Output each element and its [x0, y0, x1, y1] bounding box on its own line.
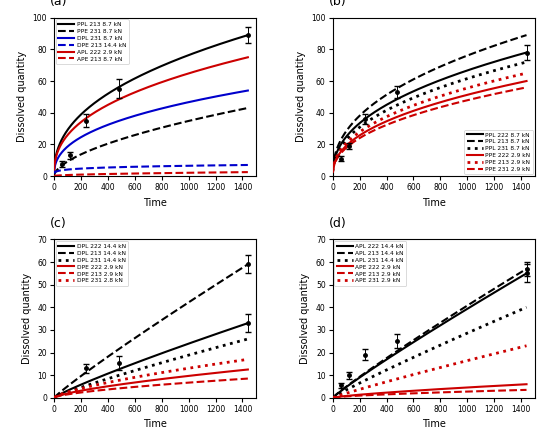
Y-axis label: Dissolved quantity: Dissolved quantity: [22, 273, 32, 364]
Legend: DPL 222 14.4 kN, DPL 213 14.4 kN, DPL 231 14.4 kN, DPE 222 2.9 kN, DPE 213 2.9 k: DPL 222 14.4 kN, DPL 213 14.4 kN, DPL 23…: [56, 241, 128, 286]
Y-axis label: Dissolved quantity: Dissolved quantity: [300, 273, 310, 364]
Legend: APL 222 14.4 kN, APL 213 14.4 kN, APL 231 14.4 kN, APE 222 2.9 kN, APE 213 2.9 k: APL 222 14.4 kN, APL 213 14.4 kN, APL 23…: [334, 241, 407, 286]
Y-axis label: Dissolved quantity: Dissolved quantity: [296, 51, 306, 142]
Y-axis label: Dissolved quantity: Dissolved quantity: [17, 51, 27, 142]
Text: (a): (a): [50, 0, 68, 8]
Text: (d): (d): [329, 217, 346, 230]
Legend: PPL 222 8.7 kN, PPL 213 8.7 kN, PPL 231 8.7 kN, PPE 222 2.9 kN, PPE 213 2.9 kN, : PPL 222 8.7 kN, PPL 213 8.7 kN, PPL 231 …: [464, 130, 533, 174]
Text: (b): (b): [329, 0, 346, 8]
X-axis label: Time: Time: [143, 419, 167, 429]
Text: (c): (c): [50, 217, 67, 230]
X-axis label: Time: Time: [422, 198, 446, 208]
X-axis label: Time: Time: [422, 419, 446, 429]
Legend: PPL 213 8.7 kN, PPE 231 8.7 kN, DPL 231 8.7 kN, DPE 213 14.4 kN, APL 222 2.9 kN,: PPL 213 8.7 kN, PPE 231 8.7 kN, DPL 231 …: [56, 19, 129, 64]
X-axis label: Time: Time: [143, 198, 167, 208]
